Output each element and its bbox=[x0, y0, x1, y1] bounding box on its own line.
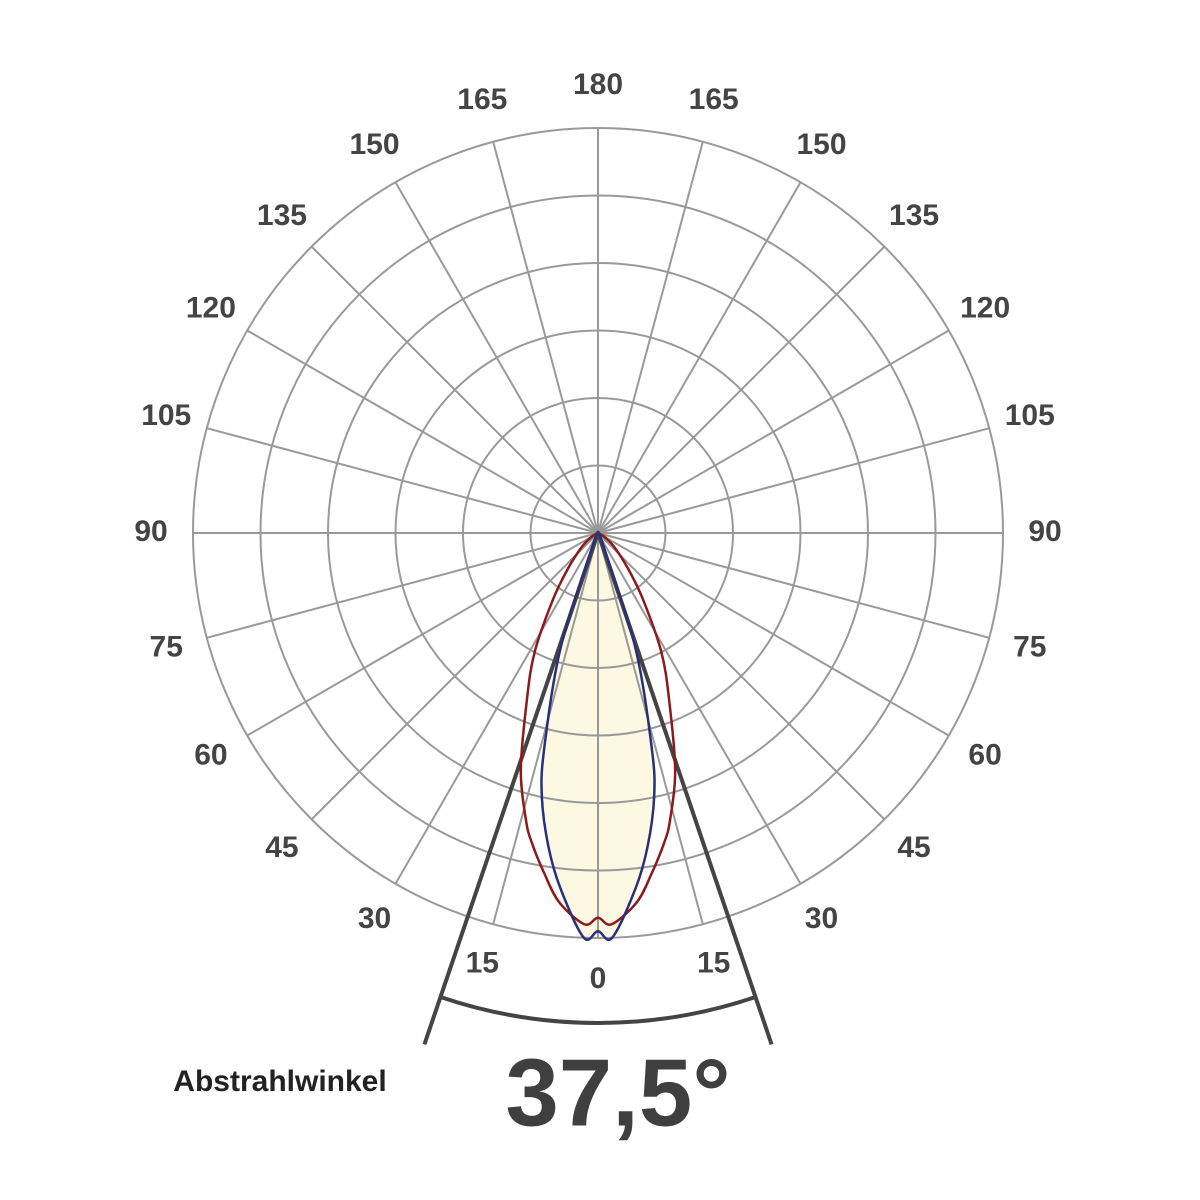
angle-tick-label: 45 bbox=[265, 831, 298, 864]
angle-tick-label: 45 bbox=[897, 831, 930, 864]
grid-spoke bbox=[394, 181, 599, 534]
curve bbox=[519, 531, 677, 926]
angle-tick-label: 105 bbox=[1005, 399, 1055, 432]
grid-spoke bbox=[206, 427, 599, 534]
angle-tick-label: 120 bbox=[960, 291, 1010, 324]
grid-spoke bbox=[246, 532, 599, 737]
angle-tick-label: 105 bbox=[141, 399, 191, 432]
grid-spoke bbox=[597, 427, 990, 534]
grid-spoke bbox=[310, 532, 599, 821]
angle-tick-label: 165 bbox=[689, 83, 739, 116]
angle-tick-label: 90 bbox=[134, 515, 167, 548]
grid-spoke bbox=[597, 181, 802, 534]
angle-tick-label: 135 bbox=[889, 199, 939, 232]
angle-tick-label: 120 bbox=[186, 291, 236, 324]
grid-spoke bbox=[492, 141, 599, 534]
angle-tick-label: 15 bbox=[697, 947, 730, 980]
grid-spoke bbox=[597, 329, 950, 534]
beam-angle-label: 37,5° bbox=[505, 1039, 730, 1146]
angle-tick-label: 75 bbox=[1013, 631, 1046, 664]
angle-tick-label: 30 bbox=[805, 902, 838, 935]
angle-tick-label: 90 bbox=[1028, 515, 1061, 548]
angle-tick-label: 60 bbox=[194, 738, 227, 771]
angle-tick-label: 15 bbox=[466, 947, 499, 980]
grid-spoke bbox=[597, 532, 802, 885]
grid-spoke bbox=[597, 141, 704, 534]
grid-spoke bbox=[597, 532, 886, 821]
grid-spoke bbox=[310, 245, 599, 534]
angle-tick-label: 135 bbox=[257, 199, 307, 232]
curve bbox=[540, 530, 656, 941]
grid-spoke bbox=[394, 532, 599, 885]
angle-tick-label: 60 bbox=[968, 738, 1001, 771]
angle-tick-label: 165 bbox=[457, 83, 507, 116]
angle-tick-label: 150 bbox=[349, 128, 399, 161]
angle-tick-label: 30 bbox=[358, 902, 391, 935]
beam-arc bbox=[439, 995, 757, 1025]
grid-spoke bbox=[246, 329, 599, 534]
grid-spoke bbox=[597, 532, 950, 737]
grid-spoke bbox=[597, 245, 886, 534]
grid-spoke bbox=[206, 532, 599, 639]
grid-spoke bbox=[597, 532, 990, 639]
angle-tick-label: 180 bbox=[573, 68, 623, 101]
beam-label: Abstrahlwinkel bbox=[173, 1065, 386, 1098]
angle-tick-label: 0 bbox=[590, 962, 607, 995]
angle-tick-label: 150 bbox=[796, 128, 846, 161]
angle-tick-label: 75 bbox=[150, 631, 183, 664]
